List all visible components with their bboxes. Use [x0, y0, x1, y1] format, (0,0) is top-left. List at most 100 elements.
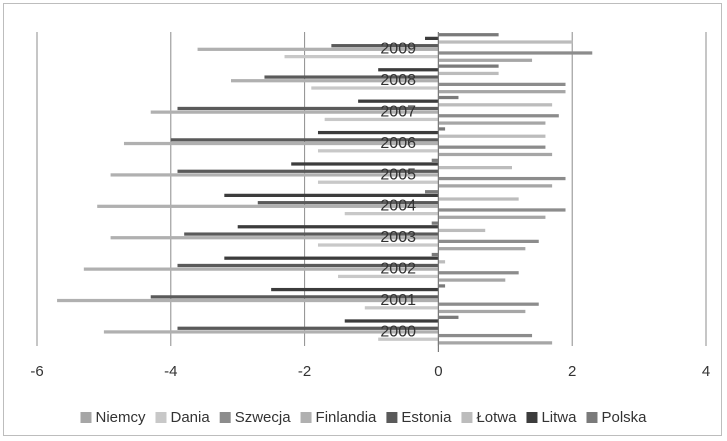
year-label: 2007 [380, 104, 416, 121]
legend-item-dania: Dania [155, 409, 210, 426]
bar-litwa-2007 [358, 99, 439, 103]
bar-litwa-2008 [378, 68, 439, 72]
bar-polska-2001 [438, 284, 446, 288]
bar-szwecja-2004 [438, 208, 566, 212]
bar-polska-2008 [438, 64, 499, 68]
bar-estonia-2002 [177, 263, 439, 268]
year-label: 2006 [380, 135, 416, 152]
bar-litwa-2004 [224, 193, 439, 197]
legend-item-litwa: Litwa [526, 409, 577, 426]
bar-łotwa-2004 [438, 197, 519, 201]
bar-szwecja-2001 [438, 302, 539, 306]
bar-litwa-2001 [271, 287, 439, 292]
bar-polska-2006 [438, 127, 446, 131]
bar-szwecja-2005 [438, 176, 566, 181]
legend: Niemcy Dania Szwecja Finlandia Estonia Łotwa L… [80, 409, 647, 426]
legend-label: Finlandia [316, 409, 378, 426]
bar-łotwa-2003 [438, 228, 486, 233]
bar-chart: 2000 2001 2002 2003 2004 2005 2006 2007 2008 2009… [30, 32, 710, 426]
legend-item-finlandia: Finlandia [300, 409, 378, 426]
bar-dania-2006 [317, 149, 439, 153]
legend-item-estonia: Estonia [386, 409, 452, 426]
bar-dania-2007 [324, 117, 439, 122]
bar-finlandia-2008 [231, 79, 439, 83]
bar-estonia-2004 [257, 201, 439, 205]
bar-polska-2007 [438, 95, 459, 100]
legend-swatch [80, 412, 92, 423]
bar-szwecja-2003 [438, 239, 539, 243]
year-label: 2001 [380, 292, 416, 309]
bar-litwa-2000 [344, 319, 439, 323]
bar-łotwa-2007 [438, 103, 553, 107]
bar-niemcy-2000 [438, 341, 553, 345]
chart-frame: 2000 2001 2002 2003 2004 2005 2006 2007 2008 2009… [3, 3, 722, 436]
bar-polska-2004 [425, 190, 439, 194]
year-label: 2009 [380, 41, 416, 58]
bar-szwecja-2002 [438, 271, 519, 275]
legend-swatch [219, 412, 231, 423]
x-tick-labels: -6 -4 -2 0 2 4 [30, 363, 710, 380]
bars [57, 33, 593, 345]
bar-niemcy-2003 [438, 247, 526, 251]
bar-łotwa-2009 [438, 40, 573, 44]
bar-estonia-2005 [177, 169, 439, 173]
legend-item-polska: Polska [586, 409, 647, 426]
bar-łotwa-2008 [438, 71, 499, 76]
legend-label: Łotwa [476, 409, 517, 426]
bar-finlandia-2002 [83, 267, 439, 271]
bar-niemcy-2004 [438, 215, 546, 219]
bar-szwecja-2000 [438, 333, 533, 338]
bar-dania-2005 [317, 180, 439, 184]
year-label: 2005 [380, 166, 416, 183]
bar-niemcy-2002 [438, 278, 506, 282]
legend-item-niemcy: Niemcy [80, 409, 146, 426]
bar-szwecja-2008 [438, 82, 566, 86]
bar-litwa-2003 [237, 225, 439, 229]
legend-label: Dania [170, 409, 210, 426]
bar-estonia-2001 [150, 295, 439, 299]
bar-finlandia-2005 [110, 173, 439, 177]
bar-niemcy-2001 [438, 309, 526, 314]
bar-niemcy-2006 [438, 152, 553, 157]
bar-estonia-2000 [177, 326, 439, 330]
bar-dania-2000 [378, 337, 439, 341]
year-label: 2004 [380, 198, 416, 215]
x-tick-label: 2 [568, 363, 576, 380]
year-label: 2002 [380, 261, 416, 278]
bar-finlandia-2006 [123, 141, 439, 146]
bar-estonia-2007 [177, 106, 439, 111]
bar-niemcy-2005 [438, 184, 553, 188]
x-tick-label: 0 [434, 363, 442, 380]
bar-estonia-2008 [264, 75, 439, 79]
legend-label: Polska [601, 409, 647, 426]
bar-niemcy-2007 [438, 121, 546, 125]
bar-polska-2000 [438, 315, 459, 319]
bar-szwecja-2009 [438, 51, 593, 55]
bar-polska-2002 [431, 252, 439, 257]
legend-swatch [461, 412, 473, 423]
legend-swatch [586, 412, 598, 423]
year-label: 2003 [380, 229, 416, 246]
year-label: 2000 [380, 323, 416, 340]
bar-łotwa-2002 [438, 260, 446, 264]
x-tick-label: -2 [298, 363, 311, 380]
year-label: 2008 [380, 72, 416, 89]
legend-swatch [300, 412, 312, 423]
bar-dania-2004 [344, 212, 439, 216]
bar-finlandia-2001 [57, 298, 439, 303]
legend-label: Litwa [541, 409, 577, 426]
bar-litwa-2005 [291, 162, 439, 166]
bar-polska-2005 [431, 158, 439, 162]
legend-swatch [386, 412, 398, 423]
bar-dania-2002 [338, 274, 439, 279]
x-tick-label: -6 [30, 363, 43, 380]
bar-polska-2003 [431, 221, 439, 225]
bar-łotwa-2005 [438, 166, 512, 170]
legend-swatch [526, 412, 538, 423]
bar-litwa-2002 [224, 256, 439, 260]
year-labels: 2000 2001 2002 2003 2004 2005 2006 2007 2008 2009 [380, 41, 416, 341]
bar-polska-2009 [438, 33, 499, 37]
bar-finlandia-2003 [110, 236, 439, 240]
legend-item-łotwa: Łotwa [461, 409, 517, 426]
bar-estonia-2006 [170, 138, 439, 142]
